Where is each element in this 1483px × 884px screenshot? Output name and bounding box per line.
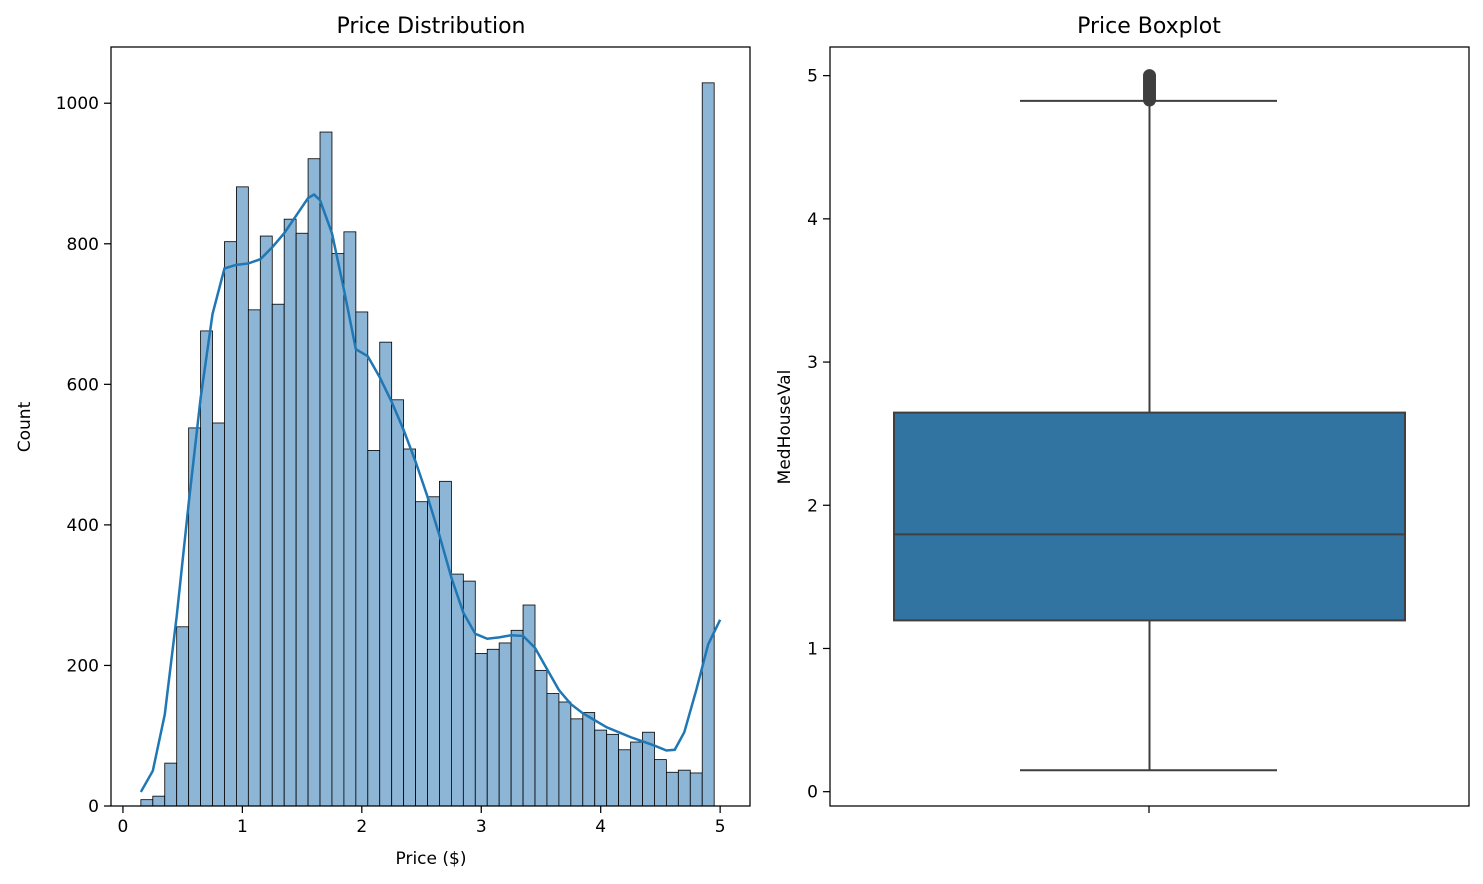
- histogram-bar: [594, 729, 608, 807]
- histogram-bar: [618, 749, 631, 807]
- histogram-bar: [367, 449, 381, 807]
- histogram-bar: [606, 733, 620, 807]
- histogram-bar: [415, 501, 428, 807]
- histogram-bar: [689, 772, 703, 807]
- y-tick-label: 4: [807, 210, 818, 230]
- histogram-bar: [570, 718, 584, 807]
- histogram-bar: [271, 303, 285, 807]
- histogram-bar: [295, 232, 309, 807]
- histogram-x-label: Price ($): [396, 849, 467, 869]
- histogram-bar: [331, 253, 345, 807]
- histogram-bar: [164, 762, 178, 807]
- y-tick-label: 200: [67, 656, 99, 676]
- histogram-bar: [582, 712, 596, 807]
- histogram-bar: [474, 653, 488, 807]
- histogram-axes-frame: [110, 46, 751, 807]
- iqr-box: [893, 411, 1406, 622]
- y-tick-label: 600: [67, 375, 99, 395]
- histogram-bar: [283, 218, 297, 807]
- histogram-bar: [259, 235, 273, 807]
- histogram-bar: [391, 399, 405, 807]
- x-tick-label: 0: [118, 817, 129, 837]
- histogram-bar: [677, 769, 691, 807]
- y-tick-label: 1: [807, 639, 818, 659]
- histogram-bar: [486, 648, 500, 807]
- histogram-bar: [427, 496, 440, 807]
- y-tick-label: 0: [88, 797, 99, 817]
- histogram-bar: [630, 741, 643, 807]
- y-tick-label: 2: [807, 496, 818, 516]
- histogram-panel: Price Distribution 0 1 2 3 4 5 0 200 400 600 800 1…: [15, 14, 751, 869]
- histogram-bar: [152, 795, 166, 807]
- boxplot-title: Price Boxplot: [1077, 14, 1221, 39]
- histogram-bar: [546, 693, 560, 807]
- x-tick-label: 5: [715, 817, 726, 837]
- y-tick-label: 3: [807, 353, 818, 373]
- boxplot-marks: [893, 69, 1406, 772]
- histogram-bars: [140, 82, 715, 807]
- x-tick-label: 4: [595, 817, 606, 837]
- histogram-bar: [379, 341, 393, 807]
- kde-line: [139, 193, 722, 793]
- histogram-y-label: Count: [15, 401, 35, 452]
- histogram-bar: [236, 186, 249, 807]
- histogram-bar: [319, 131, 333, 807]
- histogram-bar: [224, 241, 237, 807]
- histogram-y-ticks: 0 200 400 600 800 1000: [56, 94, 111, 817]
- histogram-bar: [510, 629, 524, 807]
- y-tick-label: 5: [807, 67, 818, 87]
- histogram-title: Price Distribution: [336, 14, 525, 39]
- x-tick-label: 1: [237, 817, 248, 837]
- histogram-bar: [307, 158, 321, 807]
- histogram-bar: [176, 626, 190, 807]
- histogram-bar: [665, 771, 679, 807]
- histogram-bar: [247, 309, 261, 807]
- x-tick-label: 2: [356, 817, 367, 837]
- y-tick-label: 1000: [56, 94, 99, 114]
- histogram-bar: [558, 701, 572, 807]
- histogram-bar: [140, 799, 154, 807]
- outlier-point: [1143, 69, 1156, 83]
- histogram-bar: [355, 311, 369, 807]
- x-tick-label: 3: [476, 817, 487, 837]
- boxplot-y-ticks: 0 1 2 3 4 5: [807, 67, 830, 803]
- histogram-bar: [654, 759, 667, 807]
- histogram-x-ticks: 0 1 2 3 4 5: [118, 806, 726, 837]
- histogram-bar: [522, 604, 536, 807]
- histogram-bar: [212, 422, 225, 807]
- y-tick-label: 0: [807, 783, 818, 803]
- histogram-bar: [701, 82, 715, 807]
- y-tick-label: 400: [67, 516, 99, 536]
- histogram-bar: [403, 448, 416, 807]
- boxplot-y-label: MedHouseVal: [775, 370, 795, 485]
- histogram-bar: [498, 642, 512, 807]
- histogram-bar: [534, 669, 548, 807]
- histogram-bar: [200, 330, 213, 807]
- boxplot-panel: Price Boxplot 0 1 2 3 4 5 MedHouseVal: [775, 14, 1470, 813]
- y-tick-label: 800: [67, 235, 99, 255]
- histogram-bar: [439, 480, 452, 807]
